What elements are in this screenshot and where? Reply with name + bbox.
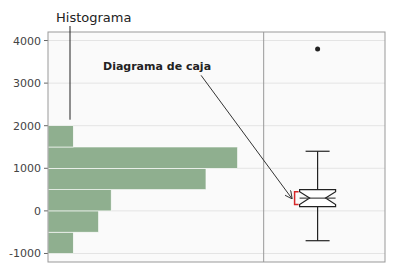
annotation: Diagrama de caja [103, 60, 211, 73]
whisker-cap-high [306, 151, 330, 152]
chart: -1000 0 1000 2000 3000 4000 Histograma Diagrama… [0, 0, 395, 273]
histogram-bar [48, 147, 238, 168]
y-tick [44, 210, 48, 211]
whisker-high [317, 151, 318, 189]
whisker-low [317, 207, 318, 241]
y-tick-label: -1000 [9, 247, 41, 260]
box [300, 190, 336, 207]
histogram-bar [48, 168, 206, 189]
y-tick [44, 40, 48, 41]
y-tick-label: 2000 [13, 120, 41, 133]
title: Histograma [56, 10, 131, 25]
notch-bracket [295, 192, 299, 205]
grid-line [48, 83, 385, 84]
histogram-bar [48, 190, 111, 211]
grid-line [48, 253, 385, 254]
y-tick [44, 125, 48, 126]
y-tick [44, 83, 48, 84]
histogram-bar [48, 232, 73, 253]
y-tick-label: 4000 [13, 35, 41, 48]
grid-line [48, 40, 385, 41]
plot-frame [48, 32, 385, 262]
whisker-cap-low [306, 240, 330, 241]
annotation-arrow [201, 75, 292, 198]
plot-area [48, 32, 336, 262]
histogram-bar [48, 126, 73, 147]
title-pointer [70, 26, 71, 120]
divider [263, 32, 264, 262]
median [300, 198, 336, 199]
plot-background [48, 32, 385, 262]
y-tick-label: 3000 [13, 77, 41, 90]
y-tick [44, 168, 48, 169]
outlier [315, 47, 320, 52]
y-tick [44, 253, 48, 254]
grid-line [48, 125, 385, 126]
y-tick-label: 0 [34, 205, 41, 218]
y-tick-label: 1000 [13, 162, 41, 175]
histogram-bar [48, 211, 99, 232]
